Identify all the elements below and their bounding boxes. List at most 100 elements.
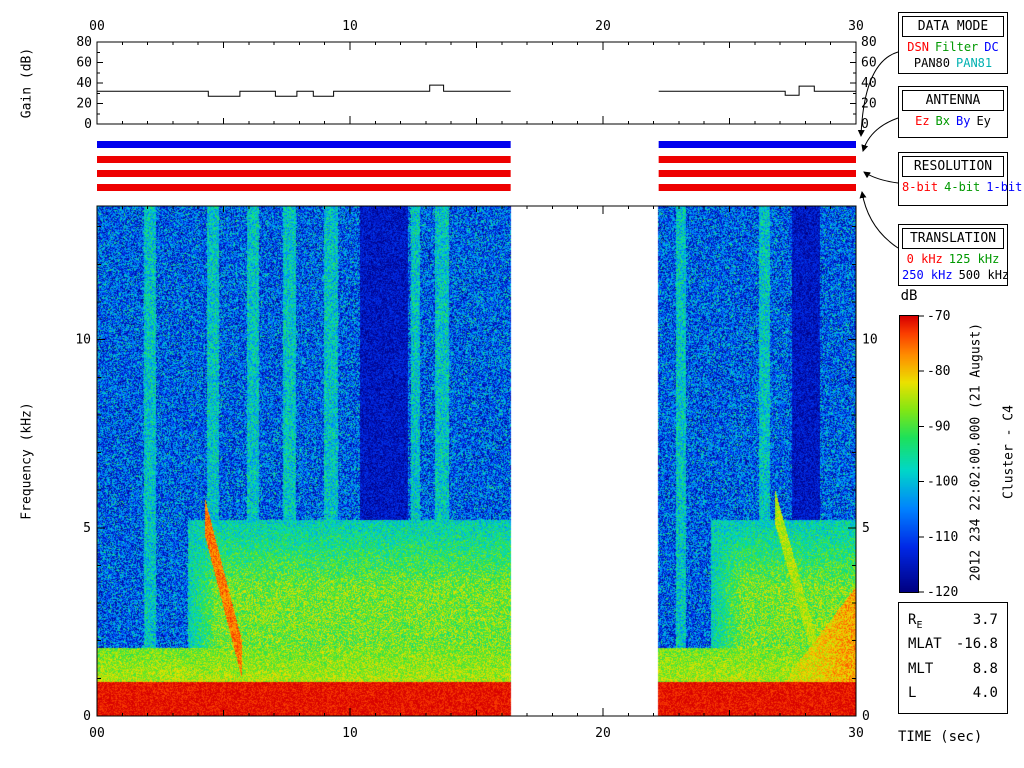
- gain-ytick-label: 80: [76, 35, 92, 50]
- ephemeris-label: MLAT: [908, 636, 942, 653]
- freq-tick-label: 10: [862, 333, 878, 348]
- legend-token: 125 kHz: [948, 252, 1000, 266]
- resolution-values: 8-bit 4-bit 1-bit: [899, 179, 1022, 195]
- legend-row: PAN80 PAN81: [899, 55, 1007, 71]
- colorbar-tick-label: -70: [927, 309, 950, 324]
- legend-row: 250 kHz 500 kHz: [899, 267, 1010, 283]
- gain-line: [97, 84, 511, 97]
- legend-token: PAN81: [956, 56, 993, 70]
- ephemeris-label: L: [908, 685, 917, 702]
- colorbar-tick-label: -90: [927, 419, 950, 434]
- freq-tick-label: 0: [862, 709, 870, 724]
- data-mode-title: DATA MODE: [902, 16, 1004, 37]
- spectrogram-canvas: [97, 206, 856, 716]
- gain-ytick-label: 60: [861, 56, 877, 71]
- time-tick-label: 00: [89, 726, 105, 741]
- legend-token: 1-bit: [986, 180, 1023, 194]
- colorbar: [899, 315, 919, 593]
- time-tick-label: 10: [342, 726, 358, 741]
- antenna-title: ANTENNA: [902, 90, 1004, 111]
- ephemeris-row-re: RE 3.7: [908, 612, 998, 631]
- resolution-bar: [97, 170, 511, 177]
- colorbar-tick-label: -110: [927, 530, 958, 545]
- ephemeris-row-mlt: MLT 8.8: [908, 661, 998, 680]
- gain-ytick-label: 20: [76, 97, 92, 112]
- ephemeris-value: -16.8: [955, 636, 998, 653]
- legend-token: 8-bit: [902, 180, 939, 194]
- ephemeris-value: 8.8: [972, 660, 998, 677]
- legend-row: 8-bit 4-bit 1-bit: [899, 179, 1022, 195]
- ephemeris-row-mlat: MLAT -16.8: [908, 636, 998, 655]
- legend-token: 0 kHz: [906, 252, 943, 266]
- legend-token: Ez: [915, 114, 930, 128]
- legend-arrow: [861, 117, 899, 152]
- legend-arrow: [863, 171, 899, 184]
- gain-xtick-label: 10: [342, 19, 358, 34]
- gain-line: [658, 85, 856, 96]
- gain-ytick-label: 0: [861, 117, 869, 132]
- time-tick-label: 20: [595, 726, 611, 741]
- data-mode-box: DATA MODE DSN Filter DC PAN80 PAN81: [898, 12, 1008, 74]
- colorbar-unit-label: dB: [900, 288, 918, 304]
- ephemeris-label: MLT: [908, 660, 934, 677]
- ephemeris-value: 3.7: [972, 611, 998, 628]
- timestamp-label: 2012 234 22:02:00.000 (21 August): [968, 322, 984, 582]
- colorbar-tick-label: -100: [927, 475, 958, 490]
- legend-token: Bx: [935, 114, 950, 128]
- legend-arrow: [857, 51, 899, 137]
- legend-token: Filter: [934, 40, 979, 54]
- gain-frame: [96, 41, 857, 125]
- translation-values: 0 kHz 125 kHz 250 kHz 500 kHz: [899, 251, 1010, 283]
- antenna-box: ANTENNA Ez Bx By Ey: [898, 86, 1008, 138]
- freq-tick-label: 5: [83, 521, 91, 536]
- ephemeris-value: 4.0: [972, 685, 998, 702]
- legend-token: 4-bit: [944, 180, 981, 194]
- legend-token: Ey: [976, 114, 991, 128]
- data-mode-bar: [658, 141, 856, 148]
- antenna-bar: [97, 156, 511, 163]
- translation-bar: [97, 184, 511, 191]
- time-tick-label: 30: [848, 726, 864, 741]
- gain-ytick-label: 20: [861, 97, 877, 112]
- gain-ytick-label: 40: [861, 76, 877, 91]
- time-axis-label: TIME (sec): [898, 729, 983, 745]
- freq-tick-label: 5: [862, 521, 870, 536]
- legend-row: Ez Bx By Ey: [899, 113, 1007, 129]
- legend-arrow: [859, 191, 899, 249]
- legend-token: DC: [984, 40, 999, 54]
- ephemeris-label: RE: [908, 611, 923, 631]
- colorbar-tick-label: -120: [927, 585, 958, 600]
- freq-tick-label: 0: [83, 709, 91, 724]
- legend-token: PAN80: [913, 56, 950, 70]
- frequency-axis-label: Frequency (kHz): [19, 402, 35, 520]
- resolution-bar: [658, 170, 856, 177]
- legend-token: DSN: [907, 40, 929, 54]
- legend-token: 500 kHz: [958, 268, 1010, 282]
- legend-row: 0 kHz 125 kHz: [899, 251, 1007, 267]
- data-mode-bar: [97, 141, 511, 148]
- translation-bar: [658, 184, 856, 191]
- ephemeris-box: RE 3.7 MLAT -16.8 MLT 8.8 L 4.0: [898, 602, 1008, 714]
- gain-xtick-label: 20: [595, 19, 611, 34]
- gain-ytick-label: 40: [76, 76, 92, 91]
- data-mode-values: DSN Filter DC PAN80 PAN81: [899, 39, 1007, 71]
- gain-ytick-label: 0: [84, 117, 92, 132]
- legend-token: 250 kHz: [902, 268, 953, 282]
- resolution-title: RESOLUTION: [902, 156, 1004, 177]
- legend-row: DSN Filter DC: [899, 39, 1007, 55]
- freq-tick-label: 10: [75, 333, 91, 348]
- antenna-bar: [658, 156, 856, 163]
- spacecraft-label: Cluster - C4: [1001, 405, 1017, 499]
- gain-ytick-label: 80: [861, 35, 877, 50]
- gain-xtick-label: 30: [848, 19, 864, 34]
- resolution-box: RESOLUTION 8-bit 4-bit 1-bit: [898, 152, 1022, 206]
- translation-title: TRANSLATION: [902, 228, 1004, 249]
- gain-axis-label: Gain (dB): [19, 47, 35, 119]
- gain-xtick-label: 00: [89, 19, 105, 34]
- legend-token: By: [956, 114, 971, 128]
- ephemeris-row-l: L 4.0: [908, 685, 998, 704]
- colorbar-tick-label: -80: [927, 364, 950, 379]
- translation-box: TRANSLATION 0 kHz 125 kHz 250 kHz 500 kHz: [898, 224, 1010, 286]
- antenna-values: Ez Bx By Ey: [899, 113, 1007, 129]
